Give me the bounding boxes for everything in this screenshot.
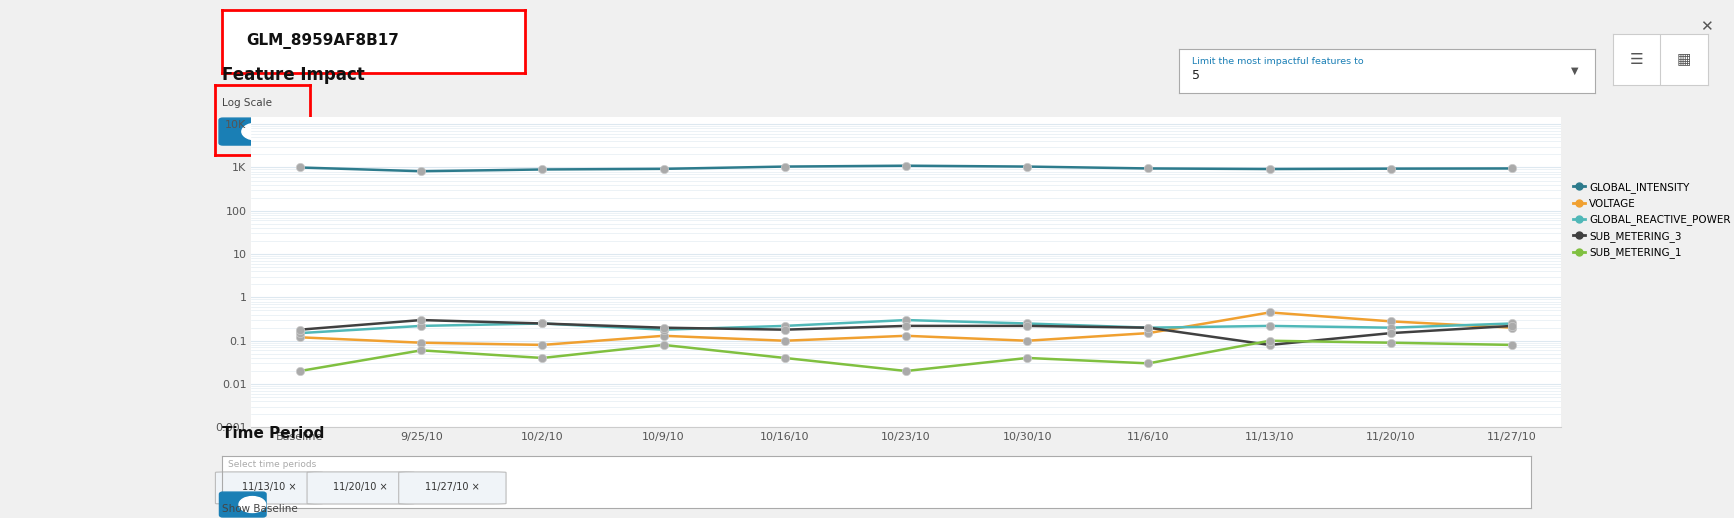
Text: Feature Impact: Feature Impact [222,66,364,84]
Text: Time Period: Time Period [222,426,324,441]
FancyBboxPatch shape [399,472,506,504]
Text: 11/20/10 ×: 11/20/10 × [333,482,388,493]
Text: Select time periods: Select time periods [229,460,317,469]
Text: Show Baseline: Show Baseline [222,504,298,514]
Circle shape [239,497,265,512]
Legend: GLOBAL_INTENSITY, VOLTAGE, GLOBAL_REACTIVE_POWER, SUB_METERING_3, SUB_METERING_1: GLOBAL_INTENSITY, VOLTAGE, GLOBAL_REACTI… [1569,178,1734,263]
Text: ▼: ▼ [1571,66,1578,76]
Text: ✕: ✕ [1701,19,1713,34]
FancyBboxPatch shape [215,472,323,504]
FancyBboxPatch shape [307,472,414,504]
FancyBboxPatch shape [220,492,265,517]
Text: 11/13/10 ×: 11/13/10 × [241,482,297,493]
Text: 11/27/10 ×: 11/27/10 × [425,482,480,493]
Text: 5: 5 [1191,69,1200,82]
Text: ▦: ▦ [1677,52,1691,67]
Text: Log Scale: Log Scale [222,98,272,108]
Text: ☰: ☰ [1630,52,1644,67]
Text: GLM_8959AF8B17: GLM_8959AF8B17 [246,34,399,49]
Text: Limit the most impactful features to: Limit the most impactful features to [1191,57,1363,66]
Circle shape [241,123,272,140]
FancyBboxPatch shape [218,118,274,145]
